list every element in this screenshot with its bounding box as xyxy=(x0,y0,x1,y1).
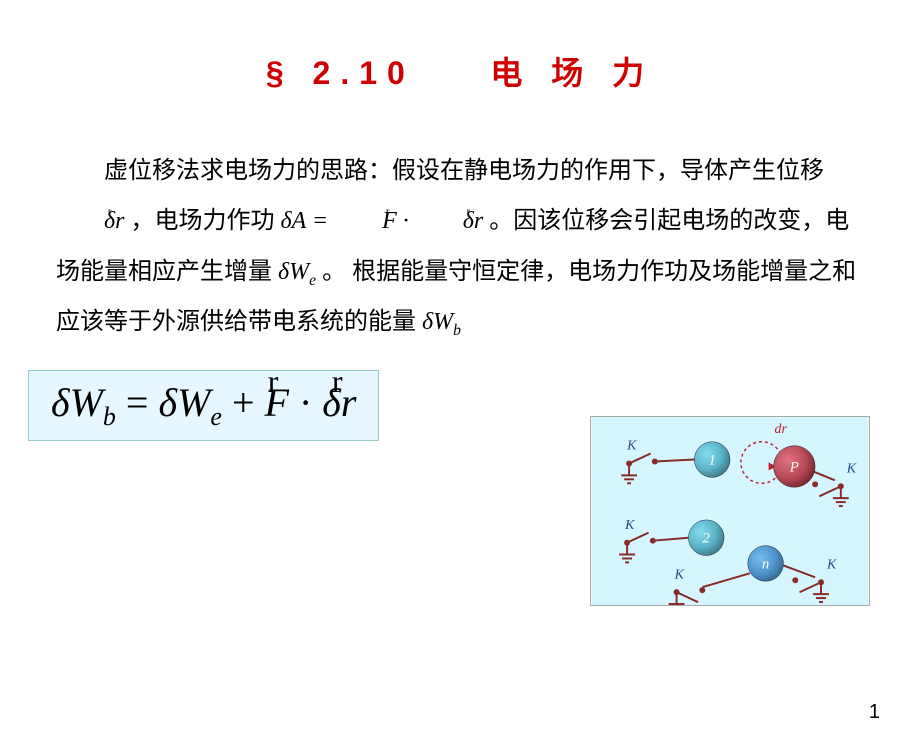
section-title: § 2.10 电 场 力 xyxy=(0,48,920,94)
para-text-1: 虚位移法求电场力的思路：假设在静电场力的作用下，导体产生位移 xyxy=(104,158,824,184)
body-paragraph: 虚位移法求电场力的思路：假设在静电场力的作用下，导体产生位移 ᵣ δr ，电场力… xyxy=(56,146,864,348)
math-delta-r: ᵣ δr xyxy=(56,196,125,246)
svg-text:P: P xyxy=(789,459,799,475)
vector-arrow-icon: ᵣ xyxy=(60,189,112,227)
math-delta-A: δA = ᵣF · ᵣδr xyxy=(281,208,490,234)
svg-text:K: K xyxy=(624,517,635,532)
svg-text:n: n xyxy=(762,556,769,572)
svg-text:2: 2 xyxy=(703,531,711,547)
page-number: 1 xyxy=(869,701,880,724)
section-name: 电 场 力 xyxy=(490,55,654,91)
svg-text:K: K xyxy=(846,460,857,475)
svg-text:K: K xyxy=(826,556,837,571)
math-delta-Wb: δWb xyxy=(422,309,461,335)
vector-arrow-icon: r xyxy=(332,363,343,400)
main-equation: δWb = δWe + rF · rδr xyxy=(51,380,356,425)
section-number: § 2.10 xyxy=(266,55,415,91)
main-equation-box: δWb = δWe + rF · rδr xyxy=(28,370,379,441)
svg-text:1: 1 xyxy=(708,452,715,468)
svg-text:K: K xyxy=(626,438,637,453)
vector-arrow-icon: ᵣ xyxy=(338,189,390,227)
vector-arrow-icon: r xyxy=(268,363,279,400)
math-delta-We: δWe xyxy=(278,259,322,285)
circuit-diagram: K K K K Kdr 1 2 n P xyxy=(590,416,870,606)
svg-text:dr: dr xyxy=(775,421,788,436)
svg-text:K: K xyxy=(674,566,685,581)
para-text-2: ，电场力作功 xyxy=(131,208,281,234)
vector-arrow-icon: ᵣ xyxy=(418,189,470,227)
